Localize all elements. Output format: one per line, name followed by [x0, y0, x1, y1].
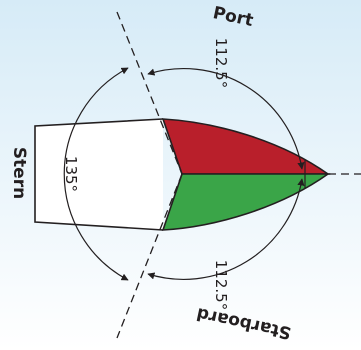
- stern-hull-outline: [34, 118, 164, 231]
- starboard-angle-label: 112.5°: [212, 260, 230, 310]
- stern-label: Stern: [9, 147, 29, 199]
- stern-sector-arc: [63, 67, 129, 281]
- stern-angle-label: 135°: [62, 156, 80, 192]
- port-sector-arc: [147, 67, 305, 170]
- starboard-sector-arc: [147, 178, 305, 281]
- port-angle-label: 112.5°: [212, 38, 230, 88]
